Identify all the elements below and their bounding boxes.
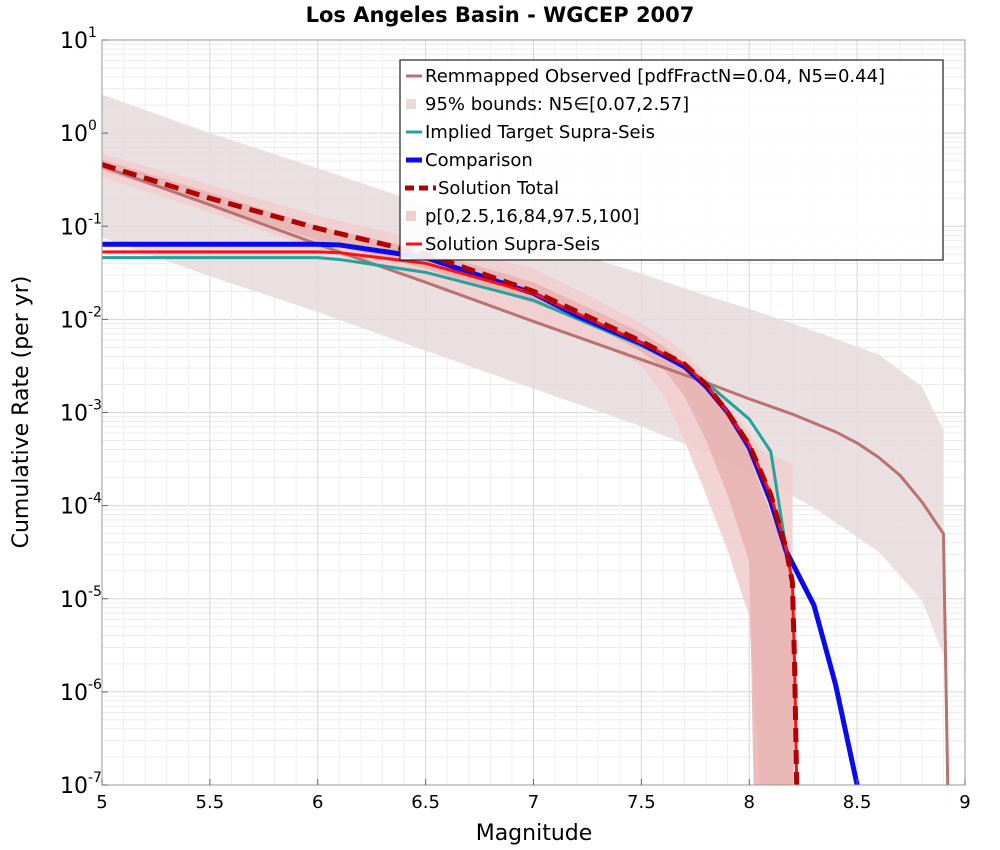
y-tick-label: 10-2	[60, 304, 102, 333]
x-tick-label: 6	[312, 792, 323, 813]
y-axis-ticks: 10-7 10-6 10-5 10-4 10-3 10-2 10-1 100 101	[60, 25, 108, 799]
y-tick-label: 10-5	[60, 584, 102, 613]
legend-label: p[0,2.5,16,84,97.5,100]	[425, 206, 639, 227]
y-tick-label: 10-4	[60, 491, 102, 520]
confidence-band	[102, 153, 793, 785]
legend-box	[399, 59, 944, 261]
x-tick-label: 5.5	[196, 792, 225, 813]
legend-label: Remmapped Observed [pdfFractN=0.04, N5=0…	[425, 66, 885, 87]
legend-swatch	[406, 99, 416, 109]
legend: Remmapped Observed [pdfFractN=0.04, N5=0…	[399, 59, 944, 261]
x-tick-label: 9	[959, 792, 970, 813]
y-tick-label: 100	[60, 118, 97, 147]
x-tick-label: 7	[528, 792, 539, 813]
y-axis-label: Cumulative Rate (per yr)	[9, 276, 34, 549]
chart-title: Los Angeles Basin - WGCEP 2007	[306, 3, 695, 27]
x-axis-ticks: 5 5.5 6 6.5 7 7.5 8 8.5 9	[96, 779, 971, 813]
y-tick-label: 101	[60, 25, 97, 54]
legend-label: Implied Target Supra-Seis	[425, 122, 655, 143]
x-axis-label: Magnitude	[476, 821, 593, 846]
legend-label: Comparison	[425, 150, 533, 171]
x-tick-label: 8	[744, 792, 755, 813]
y-tick-label: 10-7	[60, 770, 102, 799]
confidence-bands	[102, 94, 944, 785]
legend-label: Solution Supra-Seis	[425, 234, 600, 255]
legend-label: 95% bounds: N5∈[0.07,2.57]	[425, 94, 689, 115]
y-tick-label: 10-6	[60, 677, 102, 706]
y-tick-label: 10-3	[60, 398, 102, 427]
series-line	[102, 241, 860, 786]
legend-swatch	[406, 211, 416, 221]
y-tick-label: 10-1	[60, 211, 102, 240]
series-lines	[101, 162, 950, 786]
x-tick-label: 6.5	[411, 792, 440, 813]
x-tick-label: 5	[96, 792, 107, 813]
x-tick-label: 8.5	[843, 792, 872, 813]
series-line	[101, 162, 800, 786]
legend-label: Solution Total	[438, 178, 559, 199]
x-tick-label: 7.5	[627, 792, 656, 813]
